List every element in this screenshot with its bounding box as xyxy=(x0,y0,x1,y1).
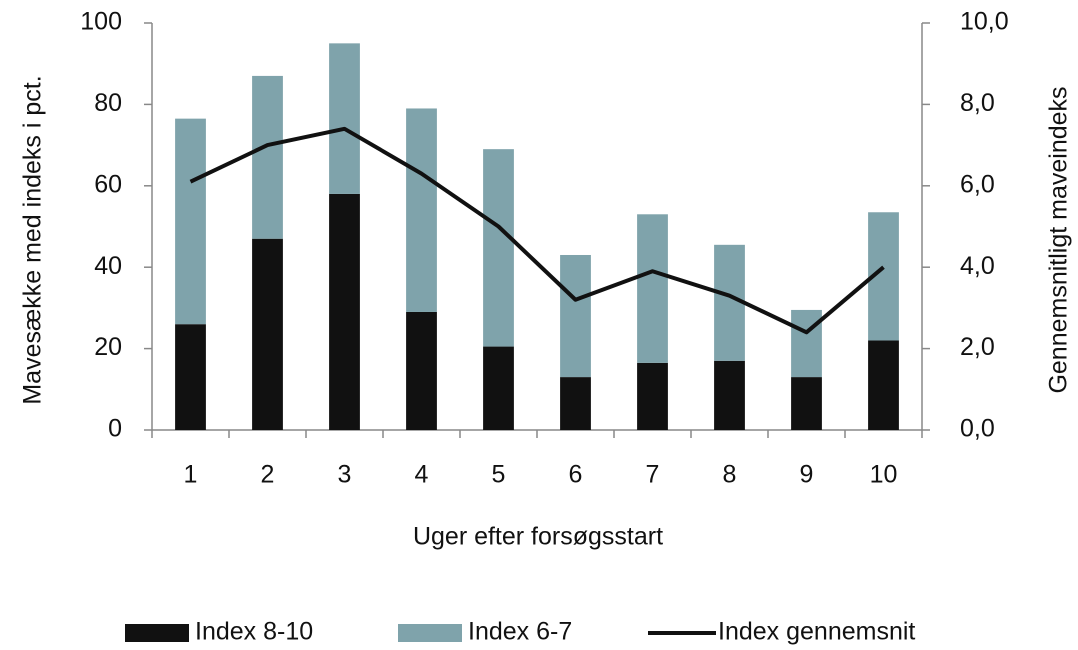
y2-tick-label: 6,0 xyxy=(960,170,995,198)
legend-label: Index 8-10 xyxy=(195,618,313,646)
y-tick-label: 80 xyxy=(94,89,122,117)
line xyxy=(189,126,885,335)
y-tick-label: 0 xyxy=(108,415,122,443)
bar xyxy=(483,346,514,430)
bar xyxy=(714,360,745,430)
x-tick-label: 1 xyxy=(184,461,198,489)
bar xyxy=(714,244,745,361)
x-tick-label: 8 xyxy=(723,461,737,489)
x-tick-label: 10 xyxy=(870,461,898,489)
bar xyxy=(175,324,206,430)
bar xyxy=(252,238,283,430)
legend-symbol xyxy=(398,624,462,642)
bar xyxy=(868,340,899,430)
bar xyxy=(329,193,360,430)
bar xyxy=(329,43,360,194)
bar xyxy=(406,311,437,430)
y2-tick-label: 0,0 xyxy=(960,415,995,443)
y2-axis-title: Gennemsnitligt maveindeks xyxy=(1045,86,1073,393)
x-tick-label: 2 xyxy=(261,461,275,489)
y2-tick-label: 10,0 xyxy=(960,8,1009,36)
bar xyxy=(637,214,668,363)
x-tick-label: 9 xyxy=(800,461,814,489)
bar xyxy=(560,377,591,430)
y2-tick-label: 4,0 xyxy=(960,252,995,280)
y-tick-label: 100 xyxy=(80,8,122,36)
bar xyxy=(791,309,822,378)
x-tick-label: 3 xyxy=(338,461,352,489)
legend-symbol xyxy=(125,624,189,642)
legend-label: Index 6-7 xyxy=(468,618,572,646)
y2-tick-label: 8,0 xyxy=(960,89,995,117)
y-tick-label: 40 xyxy=(94,252,122,280)
bar xyxy=(637,362,668,430)
y-tick-label: 20 xyxy=(94,333,122,361)
bar xyxy=(175,118,206,325)
x-axis-title: Uger efter forsøgsstart xyxy=(413,523,663,551)
x-tick-label: 5 xyxy=(492,461,506,489)
bar xyxy=(791,377,822,430)
x-tick-label: 6 xyxy=(569,461,583,489)
bar xyxy=(560,254,591,378)
y-axis-title: Mavesække med indeks i pct. xyxy=(19,75,47,404)
legend-label: Index gennemsnit xyxy=(718,618,915,646)
y2-tick-label: 2,0 xyxy=(960,333,995,361)
bar xyxy=(483,149,514,347)
x-tick-label: 7 xyxy=(646,461,660,489)
bar xyxy=(406,108,437,312)
x-tick-label: 4 xyxy=(415,461,429,489)
y-tick-label: 60 xyxy=(94,170,122,198)
bar xyxy=(252,75,283,239)
